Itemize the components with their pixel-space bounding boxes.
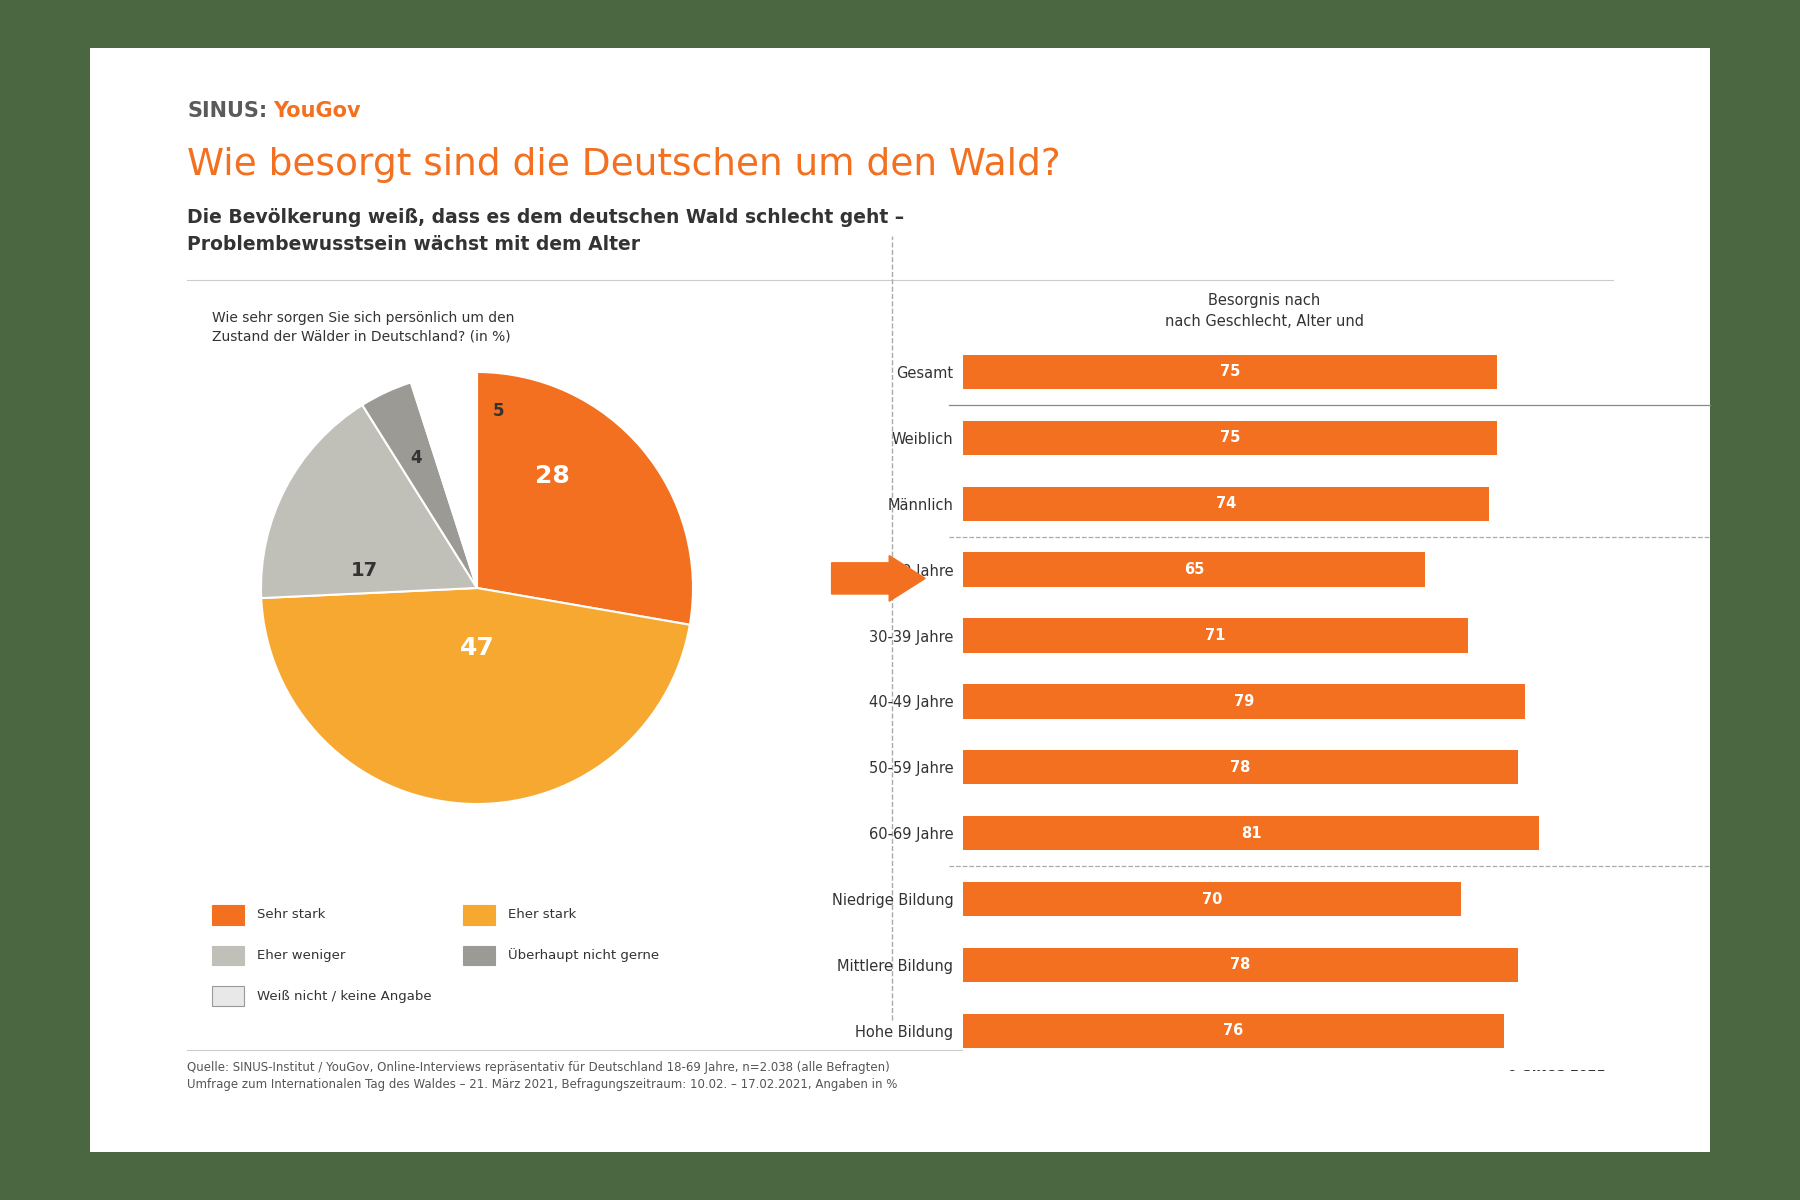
Bar — [963, 552, 1426, 587]
Text: 78: 78 — [1229, 958, 1251, 972]
Bar — [963, 618, 1469, 653]
Text: 81: 81 — [1240, 826, 1262, 841]
Bar — [212, 986, 245, 1007]
Text: Eher stark: Eher stark — [508, 908, 576, 922]
Wedge shape — [261, 588, 689, 804]
Bar — [463, 946, 495, 966]
Text: SINUS:: SINUS: — [187, 101, 268, 121]
Text: Quelle: SINUS-Institut / YouGov, Online-Interviews repräsentativ für Deutschland: Quelle: SINUS-Institut / YouGov, Online-… — [187, 1062, 898, 1092]
Bar — [212, 946, 245, 966]
Bar — [963, 421, 1496, 455]
Text: Besorgnis nach
nach Geschlecht, Alter und
formaler Bildung: Besorgnis nach nach Geschlecht, Alter un… — [1165, 293, 1364, 350]
Wedge shape — [261, 404, 477, 598]
Bar — [963, 750, 1517, 785]
Bar — [963, 486, 1489, 521]
Wedge shape — [362, 383, 477, 588]
Text: 71: 71 — [1206, 628, 1226, 643]
Text: Wie besorgt sind die Deutschen um den Wald?: Wie besorgt sind die Deutschen um den Wa… — [187, 148, 1060, 184]
Text: 5: 5 — [493, 402, 504, 420]
Text: 76: 76 — [1224, 1024, 1244, 1038]
Text: Weiß nicht / keine Angabe: Weiß nicht / keine Angabe — [257, 990, 432, 1003]
Text: Die Bevölkerung weiß, dass es dem deutschen Wald schlecht geht –
Problembewussts: Die Bevölkerung weiß, dass es dem deutsc… — [187, 208, 904, 253]
Text: 75: 75 — [1220, 365, 1240, 379]
Text: 4: 4 — [410, 449, 423, 467]
Text: 74: 74 — [1217, 497, 1237, 511]
Text: 28: 28 — [535, 463, 571, 487]
Text: 70: 70 — [1202, 892, 1222, 906]
Bar — [963, 816, 1539, 851]
Bar — [963, 948, 1517, 982]
Bar — [963, 684, 1525, 719]
Text: Sehr stark: Sehr stark — [257, 908, 326, 922]
Text: Überhaupt nicht gerne: Überhaupt nicht gerne — [508, 948, 659, 962]
Bar — [963, 355, 1496, 389]
Text: YouGov: YouGov — [274, 101, 360, 121]
Text: 78: 78 — [1229, 760, 1251, 775]
Wedge shape — [410, 372, 477, 588]
Bar — [963, 882, 1462, 917]
Wedge shape — [477, 372, 693, 625]
Text: 75: 75 — [1220, 431, 1240, 445]
Text: 65: 65 — [1184, 562, 1204, 577]
Bar — [212, 905, 245, 924]
Text: 47: 47 — [459, 636, 495, 660]
Bar — [463, 905, 495, 924]
Text: Eher weniger: Eher weniger — [257, 949, 346, 962]
Text: 17: 17 — [351, 562, 378, 581]
Bar — [963, 1014, 1503, 1048]
Text: © SINUS 2021: © SINUS 2021 — [1505, 1062, 1606, 1074]
Text: Wie sehr sorgen Sie sich persönlich um den
Zustand der Wälder in Deutschland? (i: Wie sehr sorgen Sie sich persönlich um d… — [212, 311, 513, 343]
Text: 79: 79 — [1233, 694, 1255, 709]
